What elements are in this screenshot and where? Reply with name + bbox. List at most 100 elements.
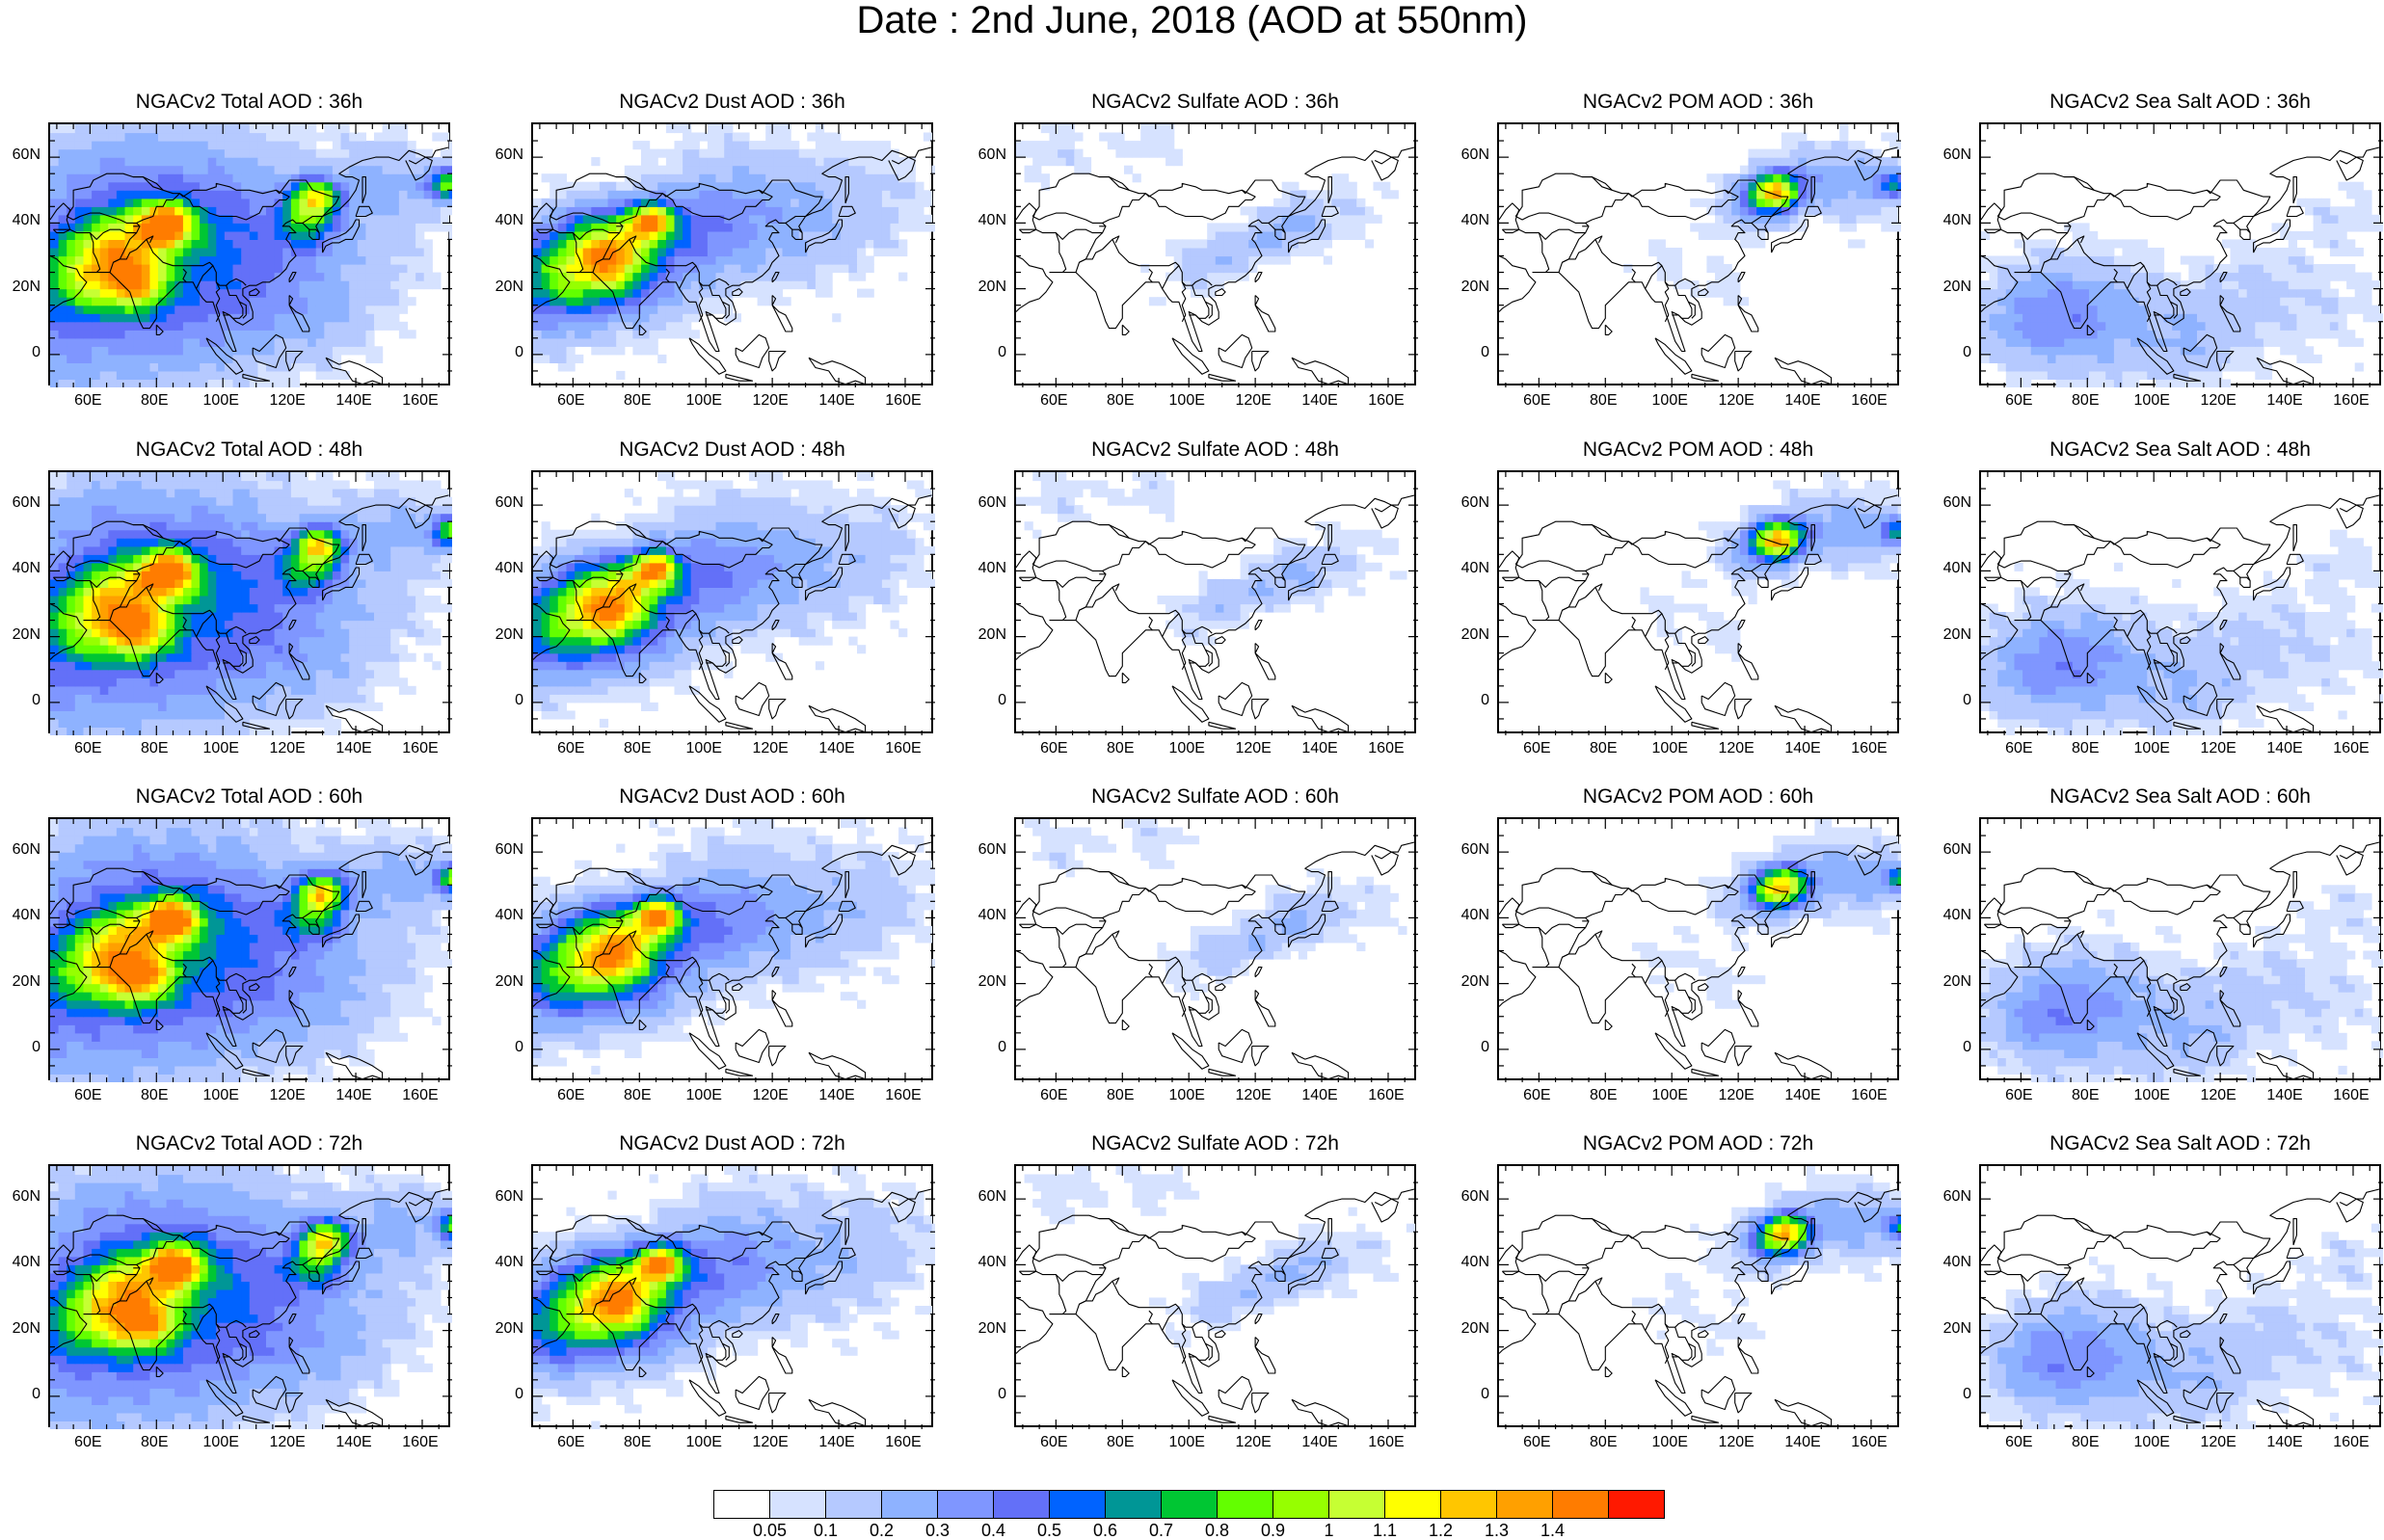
y-tick-label: 0 bbox=[1935, 345, 1971, 360]
x-tick-label: 80E bbox=[141, 1435, 168, 1450]
y-tick-label: 40N bbox=[1935, 561, 1971, 576]
x-tick-label: 100E bbox=[686, 1088, 722, 1103]
panel-title: NGACv2 Dust AOD : 72h bbox=[493, 1133, 972, 1155]
x-tick-label: 140E bbox=[1301, 1088, 1337, 1103]
aod-map bbox=[1499, 819, 1901, 1082]
colorbar-label: 1.4 bbox=[1540, 1522, 1565, 1539]
x-tick-label: 160E bbox=[402, 1435, 438, 1450]
x-tick-label: 100E bbox=[2134, 393, 2170, 409]
map-frame bbox=[1497, 470, 1899, 733]
x-tick-label: 80E bbox=[2072, 1088, 2099, 1103]
aod-map bbox=[533, 1166, 935, 1429]
colorbar-label: 0.8 bbox=[1205, 1522, 1229, 1539]
x-tick-label: 160E bbox=[1368, 393, 1404, 409]
y-tick-label: 40N bbox=[487, 908, 523, 923]
x-tick-label: 60E bbox=[74, 741, 101, 757]
x-tick-label: 160E bbox=[402, 741, 438, 757]
aod-map bbox=[1981, 819, 2383, 1082]
x-tick-label: 140E bbox=[1784, 1088, 1820, 1103]
panel-title: NGACv2 Sea Salt AOD : 48h bbox=[1941, 439, 2384, 461]
colorbar-swatch bbox=[1328, 1490, 1385, 1519]
x-tick-label: 120E bbox=[752, 741, 788, 757]
x-tick-label: 80E bbox=[624, 393, 651, 409]
aod-field bbox=[50, 1166, 452, 1429]
y-tick-label: 20N bbox=[4, 279, 40, 295]
panel-title: NGACv2 Total AOD : 48h bbox=[10, 439, 489, 461]
y-tick-label: 0 bbox=[4, 345, 40, 360]
x-tick-label: 100E bbox=[203, 393, 239, 409]
y-tick-label: 20N bbox=[487, 1321, 523, 1337]
colorbar-swatch bbox=[1272, 1490, 1329, 1519]
y-tick-label: 20N bbox=[487, 974, 523, 990]
x-tick-label: 120E bbox=[1718, 741, 1754, 757]
x-tick-label: 160E bbox=[1851, 393, 1887, 409]
y-tick-label: 0 bbox=[1935, 1387, 1971, 1402]
x-tick-label: 160E bbox=[1368, 1088, 1404, 1103]
y-tick-label: 60N bbox=[970, 147, 1006, 163]
x-tick-label: 120E bbox=[1235, 393, 1271, 409]
y-tick-label: 60N bbox=[1453, 1189, 1489, 1205]
x-tick-label: 80E bbox=[1107, 393, 1134, 409]
y-tick-label: 40N bbox=[1453, 561, 1489, 576]
x-tick-label: 140E bbox=[335, 393, 371, 409]
panel-title: NGACv2 Dust AOD : 60h bbox=[493, 786, 972, 808]
y-tick-label: 60N bbox=[4, 842, 40, 858]
x-tick-label: 140E bbox=[2266, 1088, 2302, 1103]
y-tick-label: 20N bbox=[1453, 279, 1489, 295]
map-frame bbox=[1979, 122, 2381, 385]
x-tick-label: 80E bbox=[624, 1088, 651, 1103]
x-tick-label: 60E bbox=[74, 393, 101, 409]
colorbar-label: 0.6 bbox=[1093, 1522, 1117, 1539]
colorbar-swatch bbox=[1049, 1490, 1106, 1519]
x-tick-label: 80E bbox=[1107, 1088, 1134, 1103]
colorbar-label: 1.3 bbox=[1485, 1522, 1509, 1539]
colorbar-label: 0.4 bbox=[981, 1522, 1005, 1539]
y-tick-label: 60N bbox=[1453, 842, 1489, 858]
x-tick-label: 80E bbox=[141, 741, 168, 757]
x-tick-label: 140E bbox=[818, 1088, 854, 1103]
x-tick-label: 160E bbox=[2333, 741, 2369, 757]
y-tick-label: 0 bbox=[4, 693, 40, 708]
x-tick-label: 60E bbox=[557, 741, 584, 757]
x-tick-label: 140E bbox=[1301, 1435, 1337, 1450]
y-tick-label: 60N bbox=[4, 1189, 40, 1205]
y-tick-label: 20N bbox=[970, 279, 1006, 295]
y-tick-label: 20N bbox=[1453, 1321, 1489, 1337]
y-tick-label: 20N bbox=[1453, 974, 1489, 990]
x-tick-label: 140E bbox=[1301, 393, 1337, 409]
y-tick-label: 20N bbox=[4, 1321, 40, 1337]
y-tick-label: 60N bbox=[970, 1189, 1006, 1205]
aod-map bbox=[1981, 1166, 2383, 1429]
x-tick-label: 80E bbox=[141, 1088, 168, 1103]
aod-map bbox=[1499, 472, 1901, 735]
x-tick-label: 120E bbox=[752, 1088, 788, 1103]
x-tick-label: 120E bbox=[1235, 741, 1271, 757]
colorbar-swatch bbox=[881, 1490, 938, 1519]
y-tick-label: 20N bbox=[1935, 974, 1971, 990]
map-frame bbox=[48, 122, 450, 385]
y-tick-label: 0 bbox=[4, 1387, 40, 1402]
x-tick-label: 140E bbox=[1301, 741, 1337, 757]
x-tick-label: 140E bbox=[335, 1435, 371, 1450]
y-tick-label: 40N bbox=[487, 561, 523, 576]
x-tick-label: 160E bbox=[402, 393, 438, 409]
y-tick-label: 40N bbox=[4, 213, 40, 228]
y-tick-label: 60N bbox=[1453, 495, 1489, 511]
x-tick-label: 120E bbox=[2200, 1088, 2236, 1103]
panel-title: NGACv2 Sulfate AOD : 48h bbox=[976, 439, 1455, 461]
colorbar-swatch bbox=[1608, 1490, 1665, 1519]
aod-map bbox=[50, 472, 452, 735]
y-tick-label: 40N bbox=[1453, 1255, 1489, 1270]
y-tick-label: 0 bbox=[487, 1040, 523, 1055]
map-frame bbox=[1014, 470, 1416, 733]
y-tick-label: 40N bbox=[970, 561, 1006, 576]
aod-map bbox=[1499, 1166, 1901, 1429]
aod-field bbox=[1641, 472, 1902, 662]
y-tick-label: 20N bbox=[4, 974, 40, 990]
x-tick-label: 60E bbox=[1523, 393, 1550, 409]
aod-map bbox=[50, 124, 452, 387]
y-tick-label: 0 bbox=[1453, 693, 1489, 708]
map-frame bbox=[1979, 817, 2381, 1080]
x-tick-label: 120E bbox=[1718, 1088, 1754, 1103]
y-tick-label: 40N bbox=[487, 1255, 523, 1270]
